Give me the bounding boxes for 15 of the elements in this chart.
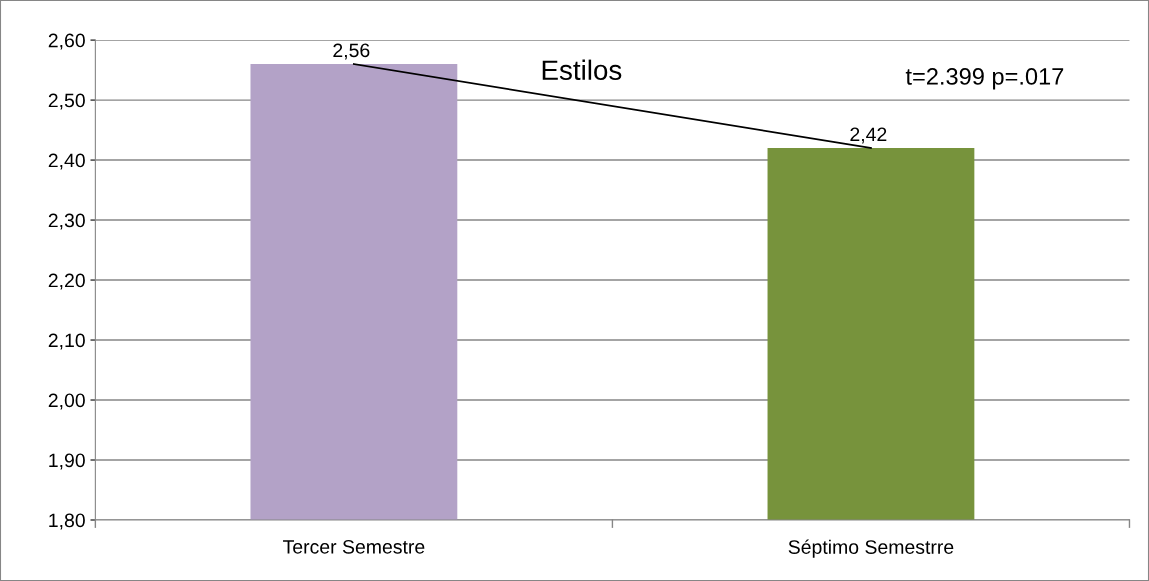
- y-tick-label: 2,10: [48, 333, 85, 350]
- annotation: t=2.399 p=.017: [905, 68, 1064, 90]
- y-tick-label: 1,80: [49, 513, 85, 530]
- y-tick-label: 2,00: [48, 393, 85, 410]
- y-tick-label: 2,60: [48, 33, 85, 50]
- y-tick-label: 1,90: [49, 453, 85, 470]
- data-label: 2,42: [850, 127, 887, 144]
- y-tick-label: 2,50: [48, 93, 85, 110]
- data-label: 2,56: [333, 43, 370, 60]
- text: Estilos: [542, 59, 622, 81]
- x-tick-label: Séptimo Semestrre: [788, 539, 954, 558]
- y-tick-label: 2,20: [48, 273, 85, 290]
- x-tick-label: Tercer Semestre: [283, 539, 425, 554]
- y-tick-label: 2,40: [48, 153, 85, 170]
- y-tick-label: 2,30: [48, 213, 85, 230]
